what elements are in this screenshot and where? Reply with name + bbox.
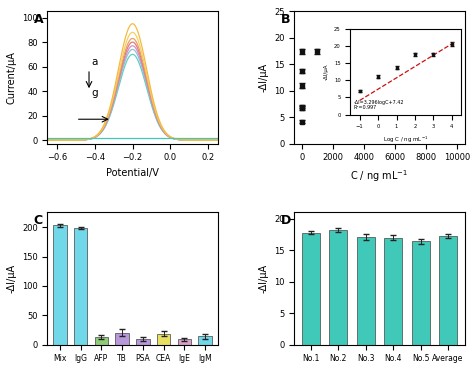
Bar <box>384 238 402 345</box>
Bar <box>302 232 319 345</box>
Y-axis label: -ΔI/μA: -ΔI/μA <box>258 264 268 293</box>
Y-axis label: -ΔI/μA: -ΔI/μA <box>258 63 268 92</box>
Bar <box>411 241 429 345</box>
Bar <box>199 337 212 345</box>
Text: B: B <box>281 13 290 26</box>
Y-axis label: Current/μA: Current/μA <box>6 51 17 104</box>
Bar <box>74 228 87 345</box>
Text: A: A <box>34 13 44 26</box>
Bar <box>157 334 171 345</box>
Text: C: C <box>34 214 43 227</box>
Text: g: g <box>92 88 99 98</box>
Bar <box>329 230 347 345</box>
Bar <box>136 339 150 345</box>
Bar <box>115 333 129 345</box>
Text: D: D <box>281 214 291 227</box>
Text: a: a <box>92 57 98 67</box>
Bar <box>95 337 108 345</box>
Bar <box>178 339 191 345</box>
Bar <box>53 226 67 345</box>
Y-axis label: -ΔI/μA: -ΔI/μA <box>6 264 17 293</box>
X-axis label: Potential/V: Potential/V <box>106 168 159 178</box>
Bar <box>439 236 457 345</box>
Bar <box>357 237 374 345</box>
X-axis label: C / ng mL$^{-1}$: C / ng mL$^{-1}$ <box>350 168 409 184</box>
